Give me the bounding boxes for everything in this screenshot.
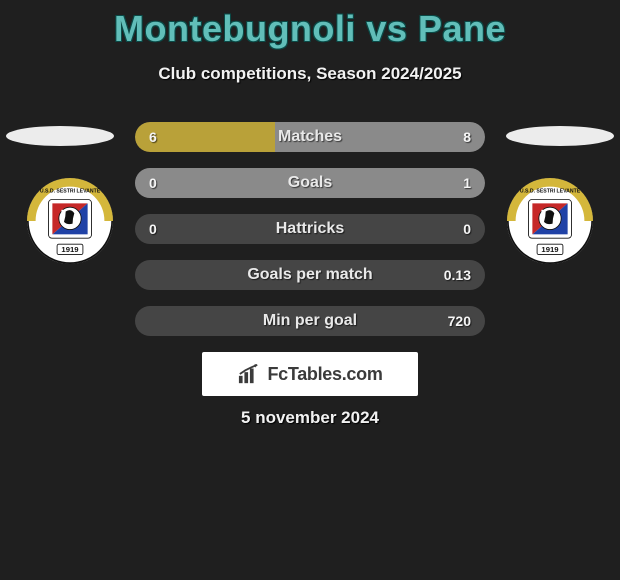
stat-value-left: 0 (149, 214, 157, 244)
club-badge-icon: U.S.D. SESTRI LEVANTE 1919 (507, 178, 593, 264)
stat-row: Goals per match 0.13 (135, 260, 485, 290)
page-subtitle: Club competitions, Season 2024/2025 (0, 64, 620, 84)
stat-value-right: 720 (448, 306, 471, 336)
player-marker-right (506, 126, 614, 146)
stat-label: Goals per match (135, 260, 485, 290)
stat-row: 0 Goals 1 (135, 168, 485, 198)
stat-value-right: 8 (463, 122, 471, 152)
svg-text:U.S.D. SESTRI LEVANTE: U.S.D. SESTRI LEVANTE (520, 189, 581, 195)
stat-value-right: 1 (463, 168, 471, 198)
stat-value-left: 0 (149, 168, 157, 198)
svg-text:U.S.D. SESTRI LEVANTE: U.S.D. SESTRI LEVANTE (40, 189, 101, 195)
stat-label: Min per goal (135, 306, 485, 336)
player-marker-left (6, 126, 114, 146)
club-badge-left: U.S.D. SESTRI LEVANTE 1919 (27, 178, 113, 264)
stat-value-right: 0 (463, 214, 471, 244)
stat-value-left: 6 (149, 122, 157, 152)
page-title: Montebugnoli vs Pane (0, 0, 620, 50)
svg-text:1919: 1919 (541, 245, 559, 254)
stat-fill-right (275, 122, 485, 152)
club-badge-right: U.S.D. SESTRI LEVANTE 1919 (507, 178, 593, 264)
snapshot-date: 5 november 2024 (0, 408, 620, 428)
stat-row: Min per goal 720 (135, 306, 485, 336)
stat-fill-right (135, 168, 485, 198)
stat-row: 6 Matches 8 (135, 122, 485, 152)
stat-row: 0 Hattricks 0 (135, 214, 485, 244)
brand-text: FcTables.com (267, 364, 382, 385)
chart-icon (237, 363, 261, 385)
stat-value-right: 0.13 (444, 260, 471, 290)
svg-text:1919: 1919 (61, 245, 79, 254)
club-badge-icon: U.S.D. SESTRI LEVANTE 1919 (27, 178, 113, 264)
stat-label: Hattricks (135, 214, 485, 244)
brand-box: FcTables.com (202, 352, 418, 396)
stats-bars: 6 Matches 8 0 Goals 1 0 Hattricks 0 Goal… (135, 122, 485, 352)
